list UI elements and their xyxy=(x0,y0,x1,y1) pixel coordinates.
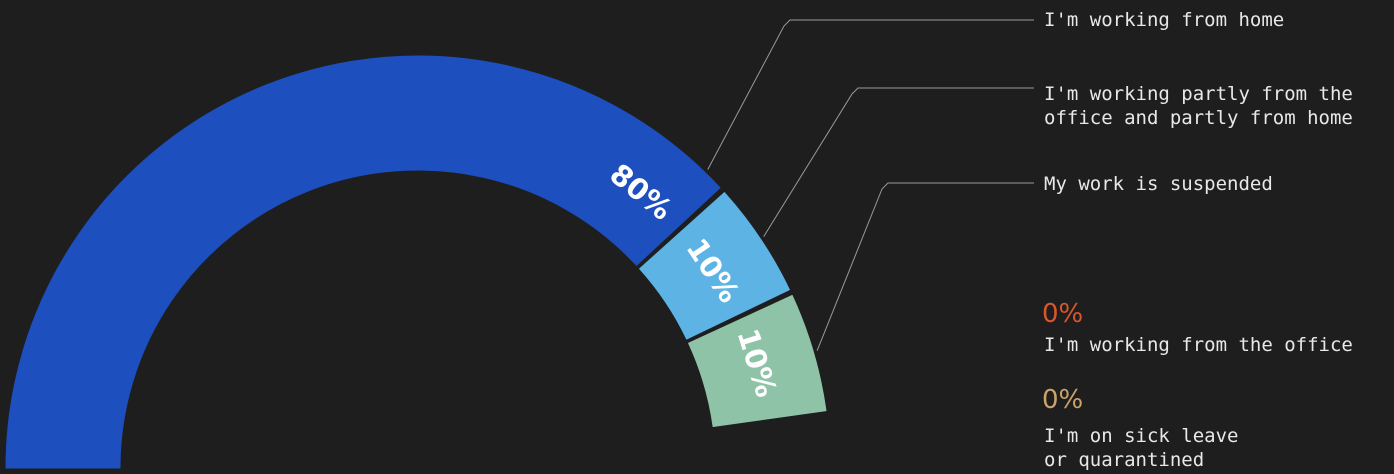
leader-line-3 xyxy=(816,182,1034,351)
legend-entry-working-from-home: I'm working from home xyxy=(1044,9,1285,31)
segment-3 xyxy=(688,295,827,428)
chart-segments xyxy=(5,55,827,469)
legend-entry-work-suspended: My work is suspended xyxy=(1044,173,1273,195)
segment-2 xyxy=(639,192,790,340)
legend-entry-working-from-office: I'm working from the office xyxy=(1044,334,1353,356)
legend-entry-partly-office-home: I'm working partly from the office and p… xyxy=(1044,83,1353,129)
leader-line-2 xyxy=(763,87,1034,237)
legend-entry-sick-leave: I'm on sick leave or quarantined xyxy=(1044,425,1239,471)
zero-value-sick-leave: 0% xyxy=(1042,385,1084,415)
segment-1 xyxy=(5,55,721,469)
leader-lines xyxy=(707,19,1034,351)
zero-value-working-from-office: 0% xyxy=(1042,299,1084,329)
leader-line-1 xyxy=(707,19,1034,170)
